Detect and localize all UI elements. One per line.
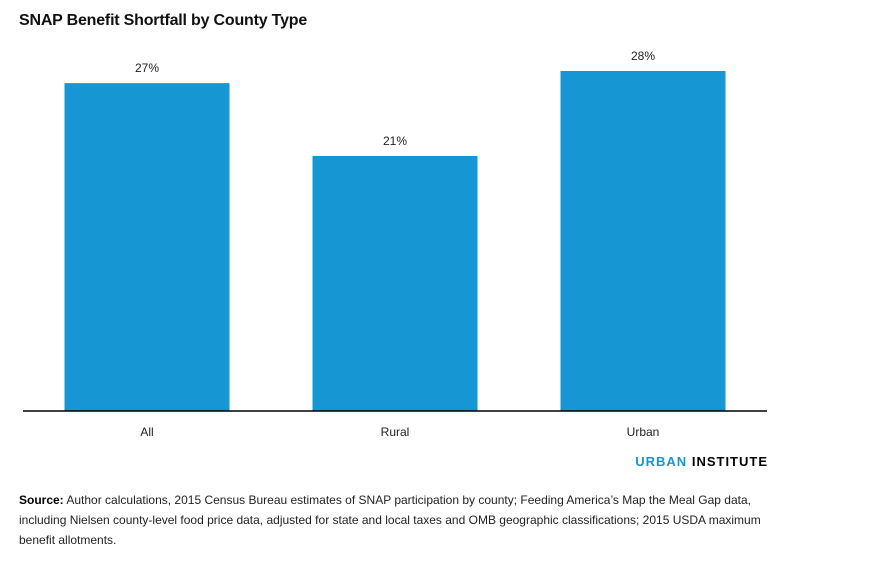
value-label-rural: 21%	[383, 134, 407, 148]
source-note: Source: Author calculations, 2015 Census…	[19, 490, 779, 550]
tick-label-rural: Rural	[381, 425, 410, 439]
value-label-urban: 28%	[631, 49, 655, 63]
tick-labels-layer: All Rural Urban	[140, 425, 659, 439]
value-label-all: 27%	[135, 61, 159, 75]
bar-rural	[312, 156, 478, 411]
urban-institute-logo: URBAN INSTITUTE	[635, 454, 768, 469]
value-labels-layer: 27% 21% 28%	[135, 49, 655, 148]
chart-title: SNAP Benefit Shortfall by County Type	[19, 12, 308, 29]
bar-urban	[560, 71, 726, 411]
source-text: Author calculations, 2015 Census Bureau …	[19, 493, 761, 547]
bar-all	[64, 83, 230, 412]
bar-chart: 27% 21% 28% All Rural Urban	[23, 49, 767, 439]
logo-word-institute: INSTITUTE	[691, 454, 768, 469]
bars-layer	[64, 71, 726, 412]
logo-word-urban: URBAN	[635, 454, 688, 469]
tick-label-all: All	[140, 425, 153, 439]
source-label: Source:	[19, 493, 64, 507]
tick-label-urban: Urban	[627, 425, 660, 439]
